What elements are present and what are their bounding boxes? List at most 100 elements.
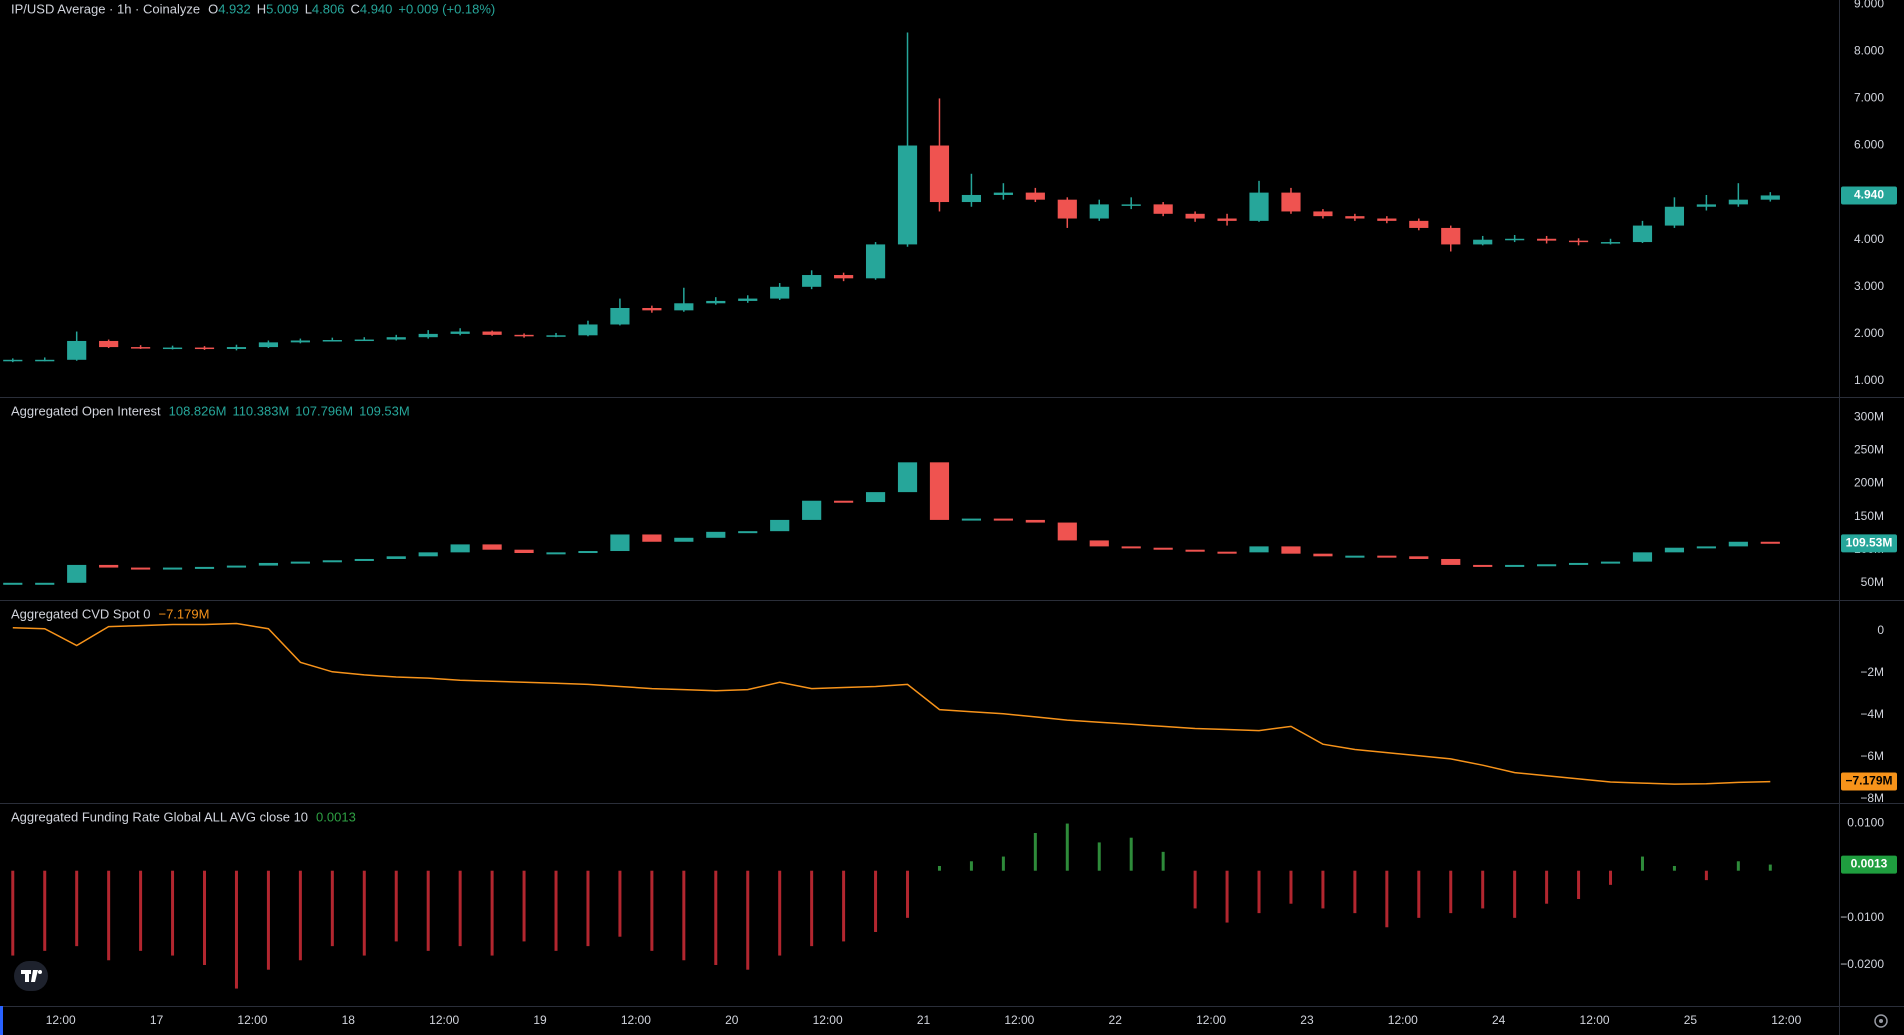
y-tick-label: 150M [1854,509,1884,523]
y-tick-label: −0.0100 [1840,910,1884,924]
last-value-label: 109.53M [1846,536,1893,550]
x-tick-label: 23 [1300,1013,1314,1027]
funding-bar [906,870,910,918]
candle-body [1505,238,1525,241]
oi-candle [131,567,151,570]
y-tick-label: 50M [1861,575,1884,589]
oi-candle [1441,558,1461,565]
candle-body [3,359,23,362]
oi-candle [738,531,758,534]
candle-body [1568,240,1589,243]
y-tick-label: 6.000 [1854,138,1884,152]
x-tick-label: 12:00 [237,1013,267,1027]
oi-candle [1025,519,1045,523]
y-tick-label: 300M [1854,409,1884,423]
oi-candle [610,534,630,552]
oi-candle [322,560,342,563]
funding-bar [1704,870,1708,881]
y-tick-label: −0.0200 [1840,957,1884,971]
funding-bar [1161,851,1165,871]
oi-candle [1760,541,1780,544]
candle-body [1089,204,1109,219]
last-value-box [1841,772,1897,791]
oi-candle [1728,541,1748,547]
legend-value: +0.009 (+0.18%) [398,1,495,16]
oi-candle [834,500,854,503]
legend-value: 0.0013 [316,809,356,824]
last-value-label: 0.0013 [1851,857,1888,871]
settings-icon[interactable] [1874,1014,1888,1028]
candle-body [1760,195,1780,200]
funding-bar [1609,870,1613,885]
funding-bar [1193,870,1197,909]
funding-bar [203,870,207,965]
x-tick-label: 12:00 [1771,1013,1801,1027]
funding-bar [1257,870,1261,914]
candle-body [418,333,438,338]
funding-bar [75,870,79,947]
candle-body [194,347,215,350]
candle-body [1664,206,1685,226]
funding-bar [1001,856,1005,871]
oi-candle [865,492,886,503]
oi-candle [1281,546,1301,554]
oi-candle [450,544,470,553]
legend-value: 4.932 [218,1,251,16]
candle-body [450,331,470,334]
candle-body [35,359,55,362]
oi-candle [1185,549,1205,552]
oi-candle [1345,555,1365,558]
oi-candle [1409,556,1429,559]
funding-bar [1321,870,1325,909]
oi-candle [1473,564,1493,567]
oi-candle [1089,540,1109,547]
oi-candle [1696,546,1716,549]
tradingview-logo [14,961,48,991]
oi-candle [1600,561,1621,564]
oi-candle [226,565,247,568]
last-value-box [1841,186,1897,205]
candle-body [1057,199,1077,219]
y-tick-label: 1.000 [1854,373,1884,387]
funding-bar [1545,870,1549,904]
candle-body [1377,218,1397,221]
candle-body [1185,213,1205,219]
y-tick-label: 0.0100 [1847,816,1884,830]
funding-bar [1577,870,1581,899]
candle-body [1600,242,1621,244]
candle-body [354,339,374,342]
y-tick-label: −6M [1860,749,1884,763]
candle-body [834,275,854,279]
pane [11,823,1772,989]
legend-key: C [350,1,359,16]
y-tick-label: 3.000 [1854,279,1884,293]
funding-bar [1353,870,1357,914]
funding-bar [714,870,718,965]
candle-body [1537,238,1557,241]
x-tick-label: 22 [1109,1013,1123,1027]
funding-bar [810,870,814,947]
candle-body [386,337,406,340]
funding-bar [266,870,270,970]
cvd-line [12,622,1771,785]
oi-candle [1249,546,1269,553]
oi-candle [1217,551,1237,554]
funding-bar [586,870,590,947]
candle-body [322,340,342,342]
oi-candle [162,567,183,570]
oi-candle [418,552,438,557]
candle-body [1441,227,1461,245]
funding-bar [969,861,973,871]
x-tick-label: 21 [917,1013,931,1027]
funding-bar [650,870,654,951]
oi-candle [961,518,982,521]
candle-body [1121,204,1141,206]
funding-bar [1736,861,1740,871]
candle-body [482,331,502,335]
y-tick-label: −4M [1860,707,1884,721]
candle-body [67,340,87,360]
oi-candle [897,462,918,493]
oi-candle [770,519,790,532]
oi-candle [194,566,215,569]
